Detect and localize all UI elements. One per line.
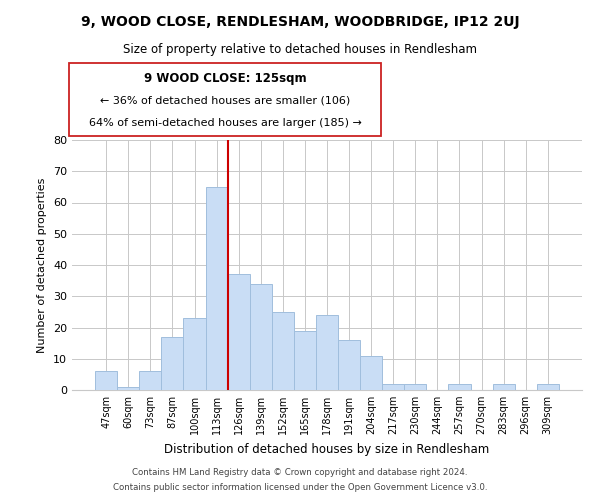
Bar	[139, 371, 161, 390]
Bar	[95, 371, 117, 390]
Bar	[382, 384, 404, 390]
Bar	[448, 384, 470, 390]
X-axis label: Distribution of detached houses by size in Rendlesham: Distribution of detached houses by size …	[164, 442, 490, 456]
Bar	[404, 384, 427, 390]
Bar	[250, 284, 272, 390]
Bar	[338, 340, 360, 390]
Bar	[272, 312, 294, 390]
Text: 9 WOOD CLOSE: 125sqm: 9 WOOD CLOSE: 125sqm	[143, 72, 307, 85]
Bar	[537, 384, 559, 390]
Bar	[117, 387, 139, 390]
Bar	[206, 187, 227, 390]
Bar	[184, 318, 206, 390]
Text: 9, WOOD CLOSE, RENDLESHAM, WOODBRIDGE, IP12 2UJ: 9, WOOD CLOSE, RENDLESHAM, WOODBRIDGE, I…	[80, 15, 520, 29]
Text: Contains HM Land Registry data © Crown copyright and database right 2024.: Contains HM Land Registry data © Crown c…	[132, 468, 468, 477]
Text: ← 36% of detached houses are smaller (106): ← 36% of detached houses are smaller (10…	[100, 96, 350, 106]
Text: Size of property relative to detached houses in Rendlesham: Size of property relative to detached ho…	[123, 42, 477, 56]
Bar	[227, 274, 250, 390]
Bar	[294, 330, 316, 390]
Bar	[360, 356, 382, 390]
Bar	[493, 384, 515, 390]
Bar	[316, 315, 338, 390]
Bar	[161, 337, 184, 390]
Text: 64% of semi-detached houses are larger (185) →: 64% of semi-detached houses are larger (…	[89, 118, 361, 128]
Text: Contains public sector information licensed under the Open Government Licence v3: Contains public sector information licen…	[113, 483, 487, 492]
Y-axis label: Number of detached properties: Number of detached properties	[37, 178, 47, 352]
